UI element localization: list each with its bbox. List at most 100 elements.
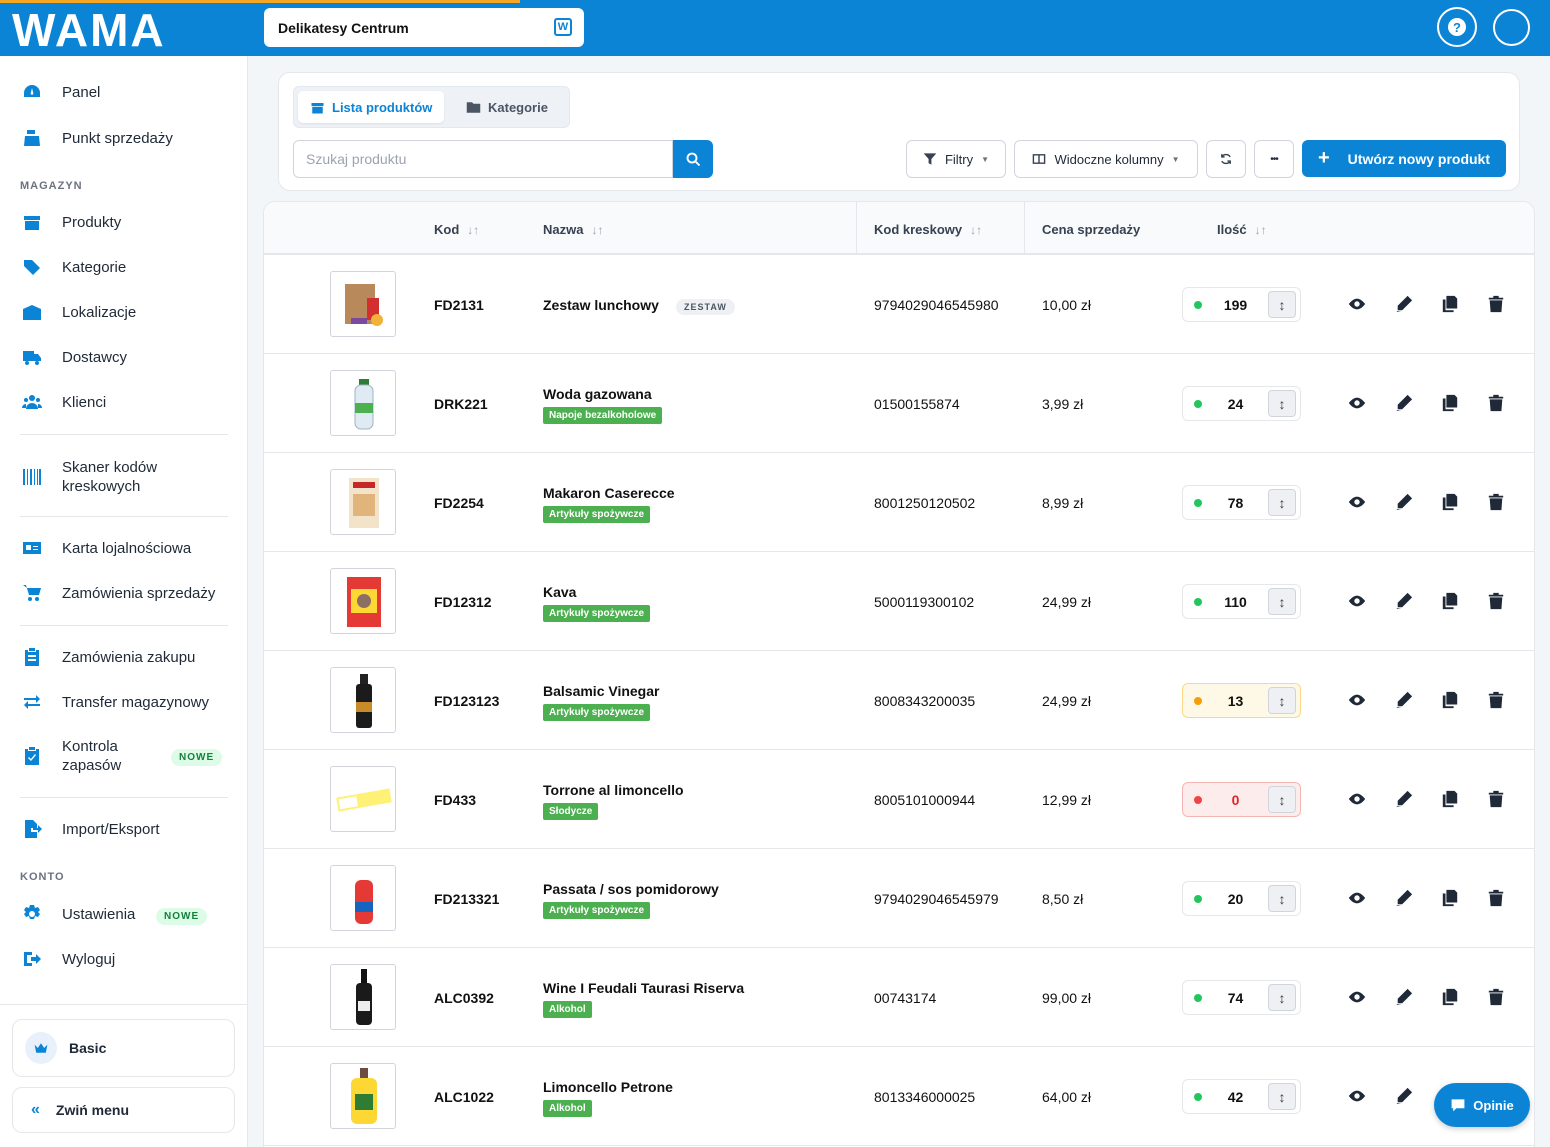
product-name[interactable]: Balsamic Vinegar	[543, 683, 660, 699]
product-thumbnail[interactable]	[330, 1063, 396, 1129]
duplicate-button[interactable]	[1441, 295, 1461, 315]
adjust-quantity-button[interactable]: ↕	[1268, 390, 1296, 417]
duplicate-button[interactable]	[1441, 790, 1461, 810]
adjust-quantity-button[interactable]: ↕	[1268, 588, 1296, 615]
search-input[interactable]	[293, 140, 673, 178]
view-button[interactable]	[1348, 493, 1368, 513]
wama-logo[interactable]: WAMA	[12, 8, 177, 50]
table-row[interactable]: ALC0392 Wine I Feudali Taurasi Riserva Alk…	[264, 948, 1534, 1047]
tab-categories[interactable]: Kategorie	[454, 91, 560, 123]
sidebar-item-sales-orders[interactable]: Zamówienia sprzedaży	[22, 583, 232, 603]
product-thumbnail[interactable]	[330, 865, 396, 931]
sidebar-item-products[interactable]: Produkty	[22, 212, 232, 232]
column-header-name[interactable]: Nazwa ↓↑	[543, 222, 603, 237]
edit-button[interactable]	[1395, 1087, 1415, 1107]
table-row[interactable]: FD123123 Balsamic Vinegar Artykuły spożywc…	[264, 651, 1534, 750]
duplicate-button[interactable]	[1441, 889, 1461, 909]
more-options-button[interactable]: •••	[1254, 140, 1294, 178]
product-name[interactable]: Passata / sos pomidorowy	[543, 881, 719, 897]
delete-button[interactable]	[1487, 295, 1507, 315]
feedback-button[interactable]: Opinie	[1434, 1083, 1530, 1127]
tab-product-list[interactable]: Lista produktów	[298, 91, 445, 123]
view-button[interactable]	[1348, 394, 1368, 414]
product-thumbnail[interactable]	[330, 469, 396, 535]
plan-card[interactable]: Basic	[12, 1019, 235, 1077]
column-header-barcode[interactable]: Kod kreskowy ↓↑	[874, 222, 982, 237]
table-row[interactable]: FD2254 Makaron Caserecce Artykuły spożywcz…	[264, 453, 1534, 552]
adjust-quantity-button[interactable]: ↕	[1268, 1083, 1296, 1110]
duplicate-button[interactable]	[1441, 493, 1461, 513]
sidebar-item-purchase-orders[interactable]: Zamówienia zakupu	[22, 647, 232, 667]
column-header-code[interactable]: Kod ↓↑	[434, 222, 479, 237]
table-row[interactable]: FD433 Torrone al limoncello Słodycze 800510…	[264, 750, 1534, 849]
view-button[interactable]	[1348, 691, 1368, 711]
collapse-menu-button[interactable]: « Zwiń menu	[12, 1087, 235, 1133]
sidebar-item-suppliers[interactable]: Dostawcy	[22, 347, 232, 367]
sidebar-item-loyalty[interactable]: Karta lojalnościowa	[22, 538, 232, 558]
edit-button[interactable]	[1395, 790, 1415, 810]
adjust-quantity-button[interactable]: ↕	[1268, 984, 1296, 1011]
edit-button[interactable]	[1395, 592, 1415, 612]
view-button[interactable]	[1348, 592, 1368, 612]
delete-button[interactable]	[1487, 790, 1507, 810]
sidebar-item-pos[interactable]: Punkt sprzedaży	[22, 128, 232, 148]
product-name[interactable]: Makaron Caserecce	[543, 485, 675, 501]
product-thumbnail[interactable]	[330, 964, 396, 1030]
view-button[interactable]	[1348, 790, 1368, 810]
refresh-button[interactable]	[1206, 140, 1246, 178]
create-product-button[interactable]: + Utwórz nowy produkt	[1302, 140, 1506, 177]
sidebar-item-clients[interactable]: Klienci	[22, 392, 232, 412]
duplicate-button[interactable]	[1441, 691, 1461, 711]
delete-button[interactable]	[1487, 394, 1507, 414]
delete-button[interactable]	[1487, 889, 1507, 909]
table-row[interactable]: FD12312 Kava Artykuły spożywcze 50001193001…	[264, 552, 1534, 651]
table-row[interactable]: FD2131 Zestaw lunchowy ZESTAW 9794029046545…	[264, 255, 1534, 354]
sidebar-item-panel[interactable]: Panel	[22, 82, 232, 102]
sidebar-item-categories[interactable]: Kategorie	[22, 257, 232, 277]
delete-button[interactable]	[1487, 592, 1507, 612]
delete-button[interactable]	[1487, 691, 1507, 711]
product-name[interactable]: Kava	[543, 584, 577, 600]
view-button[interactable]	[1348, 295, 1368, 315]
product-name[interactable]: Zestaw lunchowy	[543, 297, 659, 313]
adjust-quantity-button[interactable]: ↕	[1268, 489, 1296, 516]
product-name[interactable]: Woda gazowana	[543, 386, 652, 402]
adjust-quantity-button[interactable]: ↕	[1268, 786, 1296, 813]
search-button[interactable]	[673, 140, 713, 178]
table-row[interactable]: ALC1022 Limoncello Petrone Alkohol 80133460…	[264, 1047, 1534, 1146]
column-header-qty[interactable]: Ilość ↓↑	[1217, 222, 1267, 237]
product-thumbnail[interactable]	[330, 568, 396, 634]
view-button[interactable]	[1348, 1087, 1368, 1107]
sidebar-item-settings[interactable]: Ustawienia	[22, 904, 232, 924]
view-button[interactable]	[1348, 889, 1368, 909]
sidebar-item-transfer[interactable]: Transfer magazynowy	[22, 692, 232, 712]
sidebar-item-stock-control[interactable]: Kontrola zapasów	[22, 737, 132, 775]
product-thumbnail[interactable]	[330, 766, 396, 832]
product-name[interactable]: Limoncello Petrone	[543, 1079, 673, 1095]
product-name[interactable]: Wine I Feudali Taurasi Riserva	[543, 980, 745, 996]
delete-button[interactable]	[1487, 988, 1507, 1008]
product-thumbnail[interactable]	[330, 667, 396, 733]
edit-button[interactable]	[1395, 295, 1415, 315]
sidebar-item-logout[interactable]: Wyloguj	[22, 949, 232, 969]
store-selector[interactable]: Delikatesy Centrum W	[264, 8, 584, 47]
visible-columns-button[interactable]: Widoczne kolumny ▼	[1014, 140, 1198, 178]
adjust-quantity-button[interactable]: ↕	[1268, 687, 1296, 714]
view-button[interactable]	[1348, 988, 1368, 1008]
sidebar-item-scanner[interactable]: Skaner kodów kreskowych	[22, 458, 172, 496]
user-avatar[interactable]	[1493, 9, 1530, 46]
edit-button[interactable]	[1395, 493, 1415, 513]
table-row[interactable]: DRK221 Woda gazowana Napoje bezalkoholowe 0…	[264, 354, 1534, 453]
sidebar-item-import-export[interactable]: Import/Eksport	[22, 819, 232, 839]
duplicate-button[interactable]	[1441, 988, 1461, 1008]
edit-button[interactable]	[1395, 889, 1415, 909]
table-row[interactable]: FD213321 Passata / sos pomidorowy Artykuły…	[264, 849, 1534, 948]
product-thumbnail[interactable]	[330, 370, 396, 436]
help-button[interactable]: ?	[1437, 7, 1477, 47]
edit-button[interactable]	[1395, 394, 1415, 414]
edit-button[interactable]	[1395, 691, 1415, 711]
filters-button[interactable]: Filtry ▼	[906, 140, 1006, 178]
duplicate-button[interactable]	[1441, 394, 1461, 414]
sidebar-item-locations[interactable]: Lokalizacje	[22, 302, 232, 322]
product-name[interactable]: Torrone al limoncello	[543, 782, 684, 798]
